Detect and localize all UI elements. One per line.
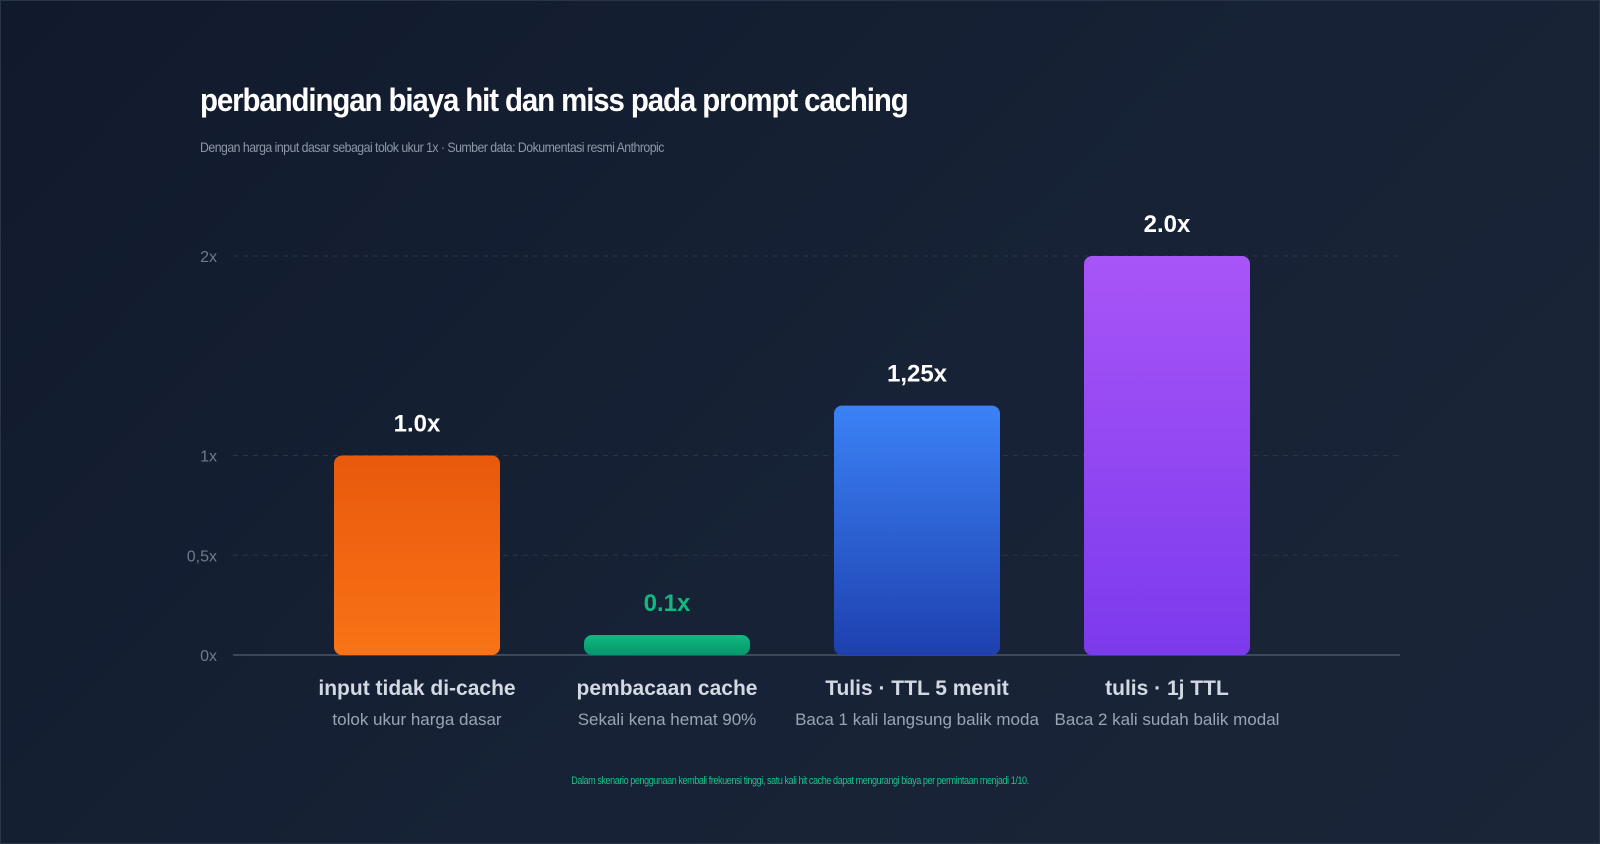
bar: [584, 635, 750, 655]
category-label: Tulis · TTL 5 menit: [825, 677, 1009, 700]
category-label: tulis · 1j TTL: [1105, 677, 1229, 700]
bar: [834, 405, 1000, 655]
category-label: pembacaan cache: [577, 677, 758, 700]
y-tick-label: 2x: [200, 249, 217, 266]
bar: [334, 455, 500, 655]
category-note: tolok ukur harga dasar: [332, 710, 501, 729]
chart-title: perbandingan biaya hit dan miss pada pro…: [200, 82, 909, 118]
bar: [1084, 256, 1250, 655]
value-label: 2.0x: [1144, 211, 1191, 238]
label-layer: 1.0x input tidak di-cache tolok ukur harga…: [318, 211, 1279, 729]
chart-subtitle: Dengan harga input dasar sebagai tolok u…: [200, 139, 664, 155]
category-label: input tidak di-cache: [318, 677, 515, 700]
y-tick-label: 0,5x: [187, 548, 217, 565]
category-note: Baca 1 kali langsung balik moda: [795, 710, 1039, 729]
value-label: 1,25x: [887, 361, 948, 388]
y-tick-label: 0x: [200, 648, 217, 665]
value-label: 0.1x: [644, 590, 691, 617]
chart-footnote: Dalam skenario penggunaan kembali frekue…: [571, 775, 1029, 787]
bar-layer: [334, 256, 1250, 655]
category-note: Sekali kena hemat 90%: [578, 710, 757, 729]
value-label: 1.0x: [394, 411, 441, 438]
y-tick-label: 1x: [200, 449, 217, 466]
category-note: Baca 2 kali sudah balik modal: [1055, 710, 1280, 729]
